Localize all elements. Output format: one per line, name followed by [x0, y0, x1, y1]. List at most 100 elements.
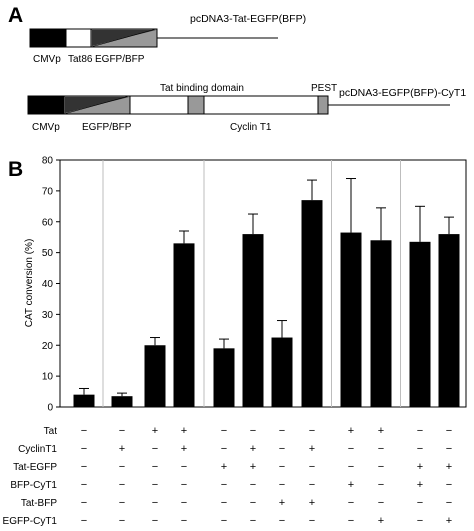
matrix-cell: − [181, 461, 187, 473]
matrix-cell: − [81, 461, 87, 473]
y-tick-label: 80 [42, 156, 54, 167]
egfp-bfp-label: EGFP/BFP [95, 54, 145, 65]
matrix-cell: − [221, 497, 227, 509]
construct-2-name: pcDNA3-EGFP(BFP)-CyT1 [339, 87, 466, 99]
bar [409, 241, 431, 407]
matrix-cell: − [279, 461, 285, 473]
matrix-cell: − [309, 461, 315, 473]
bar [370, 240, 392, 407]
y-tick-label: 70 [42, 186, 54, 197]
panel-b: B 0 10 20 30 40 50 60 70 80 CAT conversion (%) T… [3, 156, 467, 527]
matrix-cell: − [250, 497, 256, 509]
matrix-cell: − [309, 425, 315, 437]
matrix-cell: − [378, 479, 384, 491]
bar [340, 232, 362, 407]
matrix-cell: − [221, 479, 227, 491]
bar [438, 234, 460, 407]
matrix-cell: − [119, 515, 125, 527]
matrix-cell: − [221, 425, 227, 437]
matrix-cell: − [417, 515, 423, 527]
matrix-cell: − [446, 497, 452, 509]
matrix-cell: − [81, 479, 87, 491]
matrix-cell: − [417, 425, 423, 437]
matrix-cell: − [152, 461, 158, 473]
bar [242, 234, 264, 407]
matrix-cell: + [221, 461, 227, 473]
matrix-row-label: BFP-CyT1 [10, 480, 57, 491]
matrix-cell: − [152, 443, 158, 455]
egfp-bfp-diagonal [90, 28, 157, 48]
matrix-cell: − [221, 443, 227, 455]
matrix-cell: + [152, 425, 158, 437]
matrix-cell: − [221, 515, 227, 527]
matrix-cell: − [279, 443, 285, 455]
condition-matrix: Tat − − + + − − − − + + − − CyclinT1 − + − + − + − + − − − − Tat-E… [3, 425, 453, 527]
cmvp-box [29, 28, 67, 48]
matrix-cell: − [152, 515, 158, 527]
tat-binding-domain-box [187, 95, 205, 115]
group-dividers [102, 160, 401, 407]
matrix-cell: + [181, 425, 187, 437]
matrix-cell: − [378, 461, 384, 473]
matrix-cell: − [81, 515, 87, 527]
matrix-cell: − [250, 515, 256, 527]
matrix-cell: + [378, 515, 384, 527]
y-tick-label: 40 [42, 279, 54, 290]
matrix-row-label: Tat-EGFP [13, 462, 57, 473]
construct-2: Tat binding domain PEST pcDNA3-EGFP(BFP)… [27, 83, 466, 133]
matrix-cell: − [250, 425, 256, 437]
matrix-cell: − [181, 497, 187, 509]
chart: 0 10 20 30 40 50 60 70 80 CAT conversion (%) [24, 156, 467, 414]
matrix-cell: − [152, 497, 158, 509]
construct-1-name: pcDNA3-Tat-EGFP(BFP) [190, 13, 306, 25]
matrix-row-label: CyclinT1 [18, 444, 57, 455]
bar [173, 243, 195, 407]
matrix-cell: + [309, 443, 315, 455]
tat-binding-domain-label: Tat binding domain [160, 83, 244, 94]
matrix-cell: + [250, 443, 256, 455]
matrix-cell: − [348, 461, 354, 473]
matrix-cell: − [181, 479, 187, 491]
y-axis-title: CAT conversion (%) [24, 239, 35, 328]
matrix-cell: − [417, 497, 423, 509]
matrix-cell: − [81, 497, 87, 509]
matrix-cell: − [309, 479, 315, 491]
matrix-cell: − [348, 497, 354, 509]
y-tick-label: 20 [42, 341, 54, 352]
matrix-cell: − [279, 425, 285, 437]
y-axis: 0 10 20 30 40 50 60 70 80 [42, 156, 60, 414]
bar [111, 396, 133, 407]
matrix-cell: + [279, 497, 285, 509]
matrix-cell: + [446, 461, 452, 473]
matrix-cell: − [446, 425, 452, 437]
cyclin-t1-box [129, 95, 329, 115]
cyclin-t1-label: Cyclin T1 [230, 122, 272, 133]
cmvp-label-2: CMVp [32, 122, 60, 133]
cmvp-box-2 [27, 95, 65, 115]
matrix-cell: − [119, 479, 125, 491]
bar [271, 337, 293, 407]
panel-b-label: B [8, 158, 23, 181]
construct-1: pcDNA3-Tat-EGFP(BFP) CMVp Tat86 EGFP/BFP [29, 13, 306, 65]
matrix-cell: − [348, 443, 354, 455]
bar [73, 394, 95, 407]
matrix-cell: − [119, 497, 125, 509]
y-tick-label: 10 [42, 372, 54, 383]
egfp-bfp-diagonal-2 [63, 95, 130, 115]
matrix-cell: + [378, 425, 384, 437]
tat86-label: Tat86 [68, 54, 93, 65]
matrix-cell: + [348, 479, 354, 491]
bars [73, 178, 460, 407]
matrix-cell: − [446, 479, 452, 491]
pest-label: PEST [311, 83, 337, 94]
matrix-cell: − [378, 497, 384, 509]
pest-box [317, 95, 329, 115]
matrix-cell: − [152, 479, 158, 491]
matrix-cell: − [250, 479, 256, 491]
bar [301, 200, 323, 407]
matrix-cell: + [309, 497, 315, 509]
matrix-cell: + [417, 461, 423, 473]
matrix-cell: − [81, 443, 87, 455]
matrix-cell: − [309, 515, 315, 527]
